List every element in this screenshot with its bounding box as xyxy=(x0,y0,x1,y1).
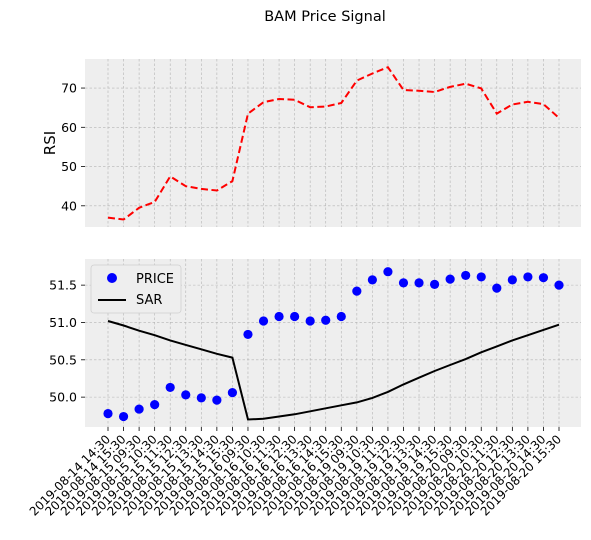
price-point xyxy=(290,311,300,322)
price-point xyxy=(414,278,424,288)
price-point xyxy=(554,280,564,290)
price-point xyxy=(383,267,393,277)
rsi-series-line xyxy=(107,65,560,221)
price-point xyxy=(134,404,144,414)
price-panel: 50.0 50.5 51.0 51.5 2019-08-14 14:302019-08… xyxy=(27,259,581,519)
price-point xyxy=(538,273,549,283)
price-point xyxy=(212,395,222,405)
price-point xyxy=(103,408,113,419)
price-point xyxy=(150,400,160,410)
price-series-points xyxy=(103,267,564,422)
price-point xyxy=(258,316,269,326)
price-point xyxy=(523,272,533,282)
y-tick-label: 50.0 xyxy=(49,390,77,405)
price-point xyxy=(507,275,517,285)
price-point xyxy=(476,272,486,282)
price-point xyxy=(274,311,284,322)
rsi-axis-label: RSI xyxy=(41,131,59,155)
price-point xyxy=(429,279,440,289)
legend-price-marker xyxy=(107,273,117,283)
price-point xyxy=(305,316,315,326)
price-point xyxy=(165,382,175,393)
legend-price-label: PRICE xyxy=(136,272,174,287)
y-tick-label: 51.0 xyxy=(49,315,77,330)
price-point xyxy=(492,283,502,293)
legend: PRICE SAR xyxy=(90,264,182,314)
price-point xyxy=(243,329,253,340)
price-y-axis: 50.0 50.5 51.0 51.5 xyxy=(49,278,85,405)
price-point xyxy=(461,270,471,281)
chart-title: BAM Price Signal xyxy=(264,9,386,25)
rsi-panel: 40 50 60 70 RSI xyxy=(41,59,581,227)
legend-sar-label: SAR xyxy=(136,293,162,308)
y-tick-label: 60 xyxy=(61,120,77,135)
rsi-grid xyxy=(85,59,581,227)
price-point xyxy=(445,274,455,284)
y-tick-label: 40 xyxy=(61,198,77,213)
price-point xyxy=(398,278,409,288)
price-point xyxy=(352,286,362,296)
rsi-plot-background xyxy=(85,59,581,227)
price-point xyxy=(118,411,129,422)
price-point xyxy=(227,388,238,398)
y-tick-label: 50.5 xyxy=(49,352,77,367)
sar-series-line xyxy=(107,320,560,421)
price-point xyxy=(181,390,191,400)
y-tick-label: 50 xyxy=(61,159,77,174)
rsi-y-axis: 40 50 60 70 xyxy=(61,81,85,213)
y-tick-label: 70 xyxy=(61,81,77,96)
price-point xyxy=(336,311,346,322)
price-point xyxy=(196,393,206,403)
price-point xyxy=(321,315,331,325)
price-point xyxy=(367,275,377,285)
y-tick-label: 51.5 xyxy=(49,278,77,293)
